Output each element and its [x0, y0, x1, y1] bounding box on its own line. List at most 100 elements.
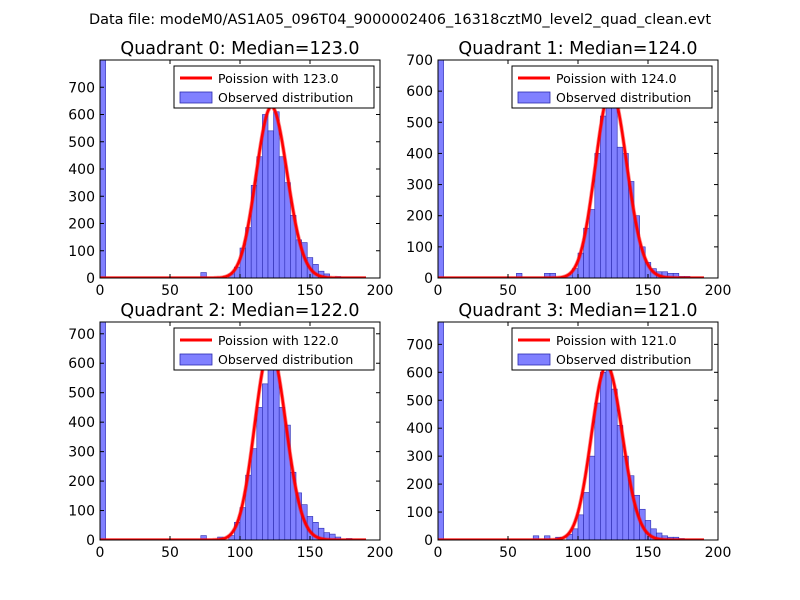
poisson-fit: [100, 104, 367, 278]
histogram-bar: [611, 87, 618, 278]
legend-bar-swatch: [517, 353, 551, 366]
y-tick-label: 400: [406, 421, 433, 437]
x-tick-label: 50: [499, 545, 517, 561]
legend-bar-swatch: [517, 91, 551, 104]
x-tick-label: 0: [434, 545, 443, 561]
poisson-fit: [100, 345, 367, 540]
y-tick-label: 700: [406, 53, 433, 69]
histogram-bar: [588, 455, 596, 540]
x-tick-label: 200: [705, 283, 732, 299]
chart-quadrant-2: Quadrant 2: Median=122.0 0 50 100 150 200 0 100…: [68, 301, 393, 561]
histogram-bar: [588, 209, 596, 278]
histogram-bar: [273, 365, 280, 540]
x-tick-label: 200: [367, 545, 394, 561]
histogram-bar: [583, 492, 590, 540]
legend: Poission with 122.0 Observed distribution: [173, 327, 375, 371]
x-tick-label: 200: [705, 545, 732, 561]
y-tick-label: 300: [406, 178, 433, 194]
legend: Poission with 124.0 Observed distribution: [511, 65, 713, 109]
y-tick-label: 400: [68, 415, 95, 431]
y-tick-label: 400: [406, 146, 433, 162]
y-tick-label: 100: [406, 240, 433, 256]
x-tick-label: 0: [96, 545, 105, 561]
chart-quadrant-3: Quadrant 3: Median=121.0 0 50 100 150 200 0 100…: [406, 301, 731, 561]
y-tick-label: 300: [406, 449, 433, 465]
x-tick-label: 100: [227, 283, 254, 299]
chart-title: Quadrant 2: Median=122.0: [120, 301, 359, 321]
legend-observed-label: Observed distribution: [218, 352, 353, 367]
x-tick-label: 100: [565, 283, 592, 299]
poisson-line: [100, 346, 366, 540]
x-tick-label: 50: [161, 283, 179, 299]
histogram-bar: [572, 528, 579, 540]
histogram-bar: [100, 322, 106, 540]
y-tick-label: 200: [406, 477, 433, 493]
histogram-bar: [438, 322, 444, 540]
x-tick-label: 0: [434, 283, 443, 299]
legend-observed-label: Observed distribution: [556, 90, 691, 105]
y-tick-label: 200: [68, 474, 95, 490]
histogram-bar: [262, 383, 269, 540]
y-tick-label: 100: [68, 504, 95, 520]
histogram-bar: [273, 111, 280, 278]
histogram-bar: [611, 388, 618, 540]
histogram-bar: [267, 357, 274, 540]
figure-title: Data file: modeM0/AS1A05_096T04_90000024…: [89, 12, 711, 28]
legend-poisson-label: Poission with 124.0: [556, 71, 677, 86]
y-tick-label: 600: [406, 84, 433, 100]
y-tick-label: 600: [68, 356, 95, 372]
poisson-line: [100, 105, 366, 278]
histogram-bar: [256, 407, 263, 540]
chart-title: Quadrant 0: Median=123.0: [120, 39, 359, 59]
x-tick-label: 150: [297, 283, 324, 299]
y-tick-label: 700: [68, 80, 95, 96]
x-tick-label: 50: [499, 283, 517, 299]
y-tick-label: 400: [68, 162, 95, 178]
histogram-bar: [605, 363, 612, 540]
x-tick-label: 100: [227, 545, 254, 561]
histogram-bar: [594, 402, 601, 540]
x-tick-label: 100: [565, 545, 592, 561]
histogram-bar: [250, 448, 258, 540]
legend-bar-swatch: [179, 353, 213, 366]
histogram-bar: [600, 115, 607, 278]
y-tick-label: 700: [406, 337, 433, 353]
chart-quadrant-0: Quadrant 0: Median=123.0 0 50 100 150 200 0 100…: [68, 39, 393, 299]
x-tick-label: 0: [96, 283, 105, 299]
legend-observed-label: Observed distribution: [556, 352, 691, 367]
histogram-bar: [267, 130, 274, 278]
y-tick-label: 300: [68, 445, 95, 461]
poisson-fit: [438, 88, 705, 278]
y-tick-label: 500: [406, 393, 433, 409]
y-tick-label: 200: [406, 209, 433, 225]
x-tick-label: 50: [161, 545, 179, 561]
x-tick-label: 150: [635, 283, 662, 299]
histogram-bar: [438, 60, 444, 278]
legend-poisson-label: Poission with 123.0: [218, 71, 339, 86]
chart-title: Quadrant 3: Median=121.0: [458, 301, 697, 321]
y-tick-label: 600: [68, 108, 95, 124]
x-tick-label: 150: [297, 545, 324, 561]
y-tick-label: 0: [424, 533, 433, 549]
chart-quadrant-1: Quadrant 1: Median=124.0 0 50 100 150 200 0 100…: [406, 39, 731, 299]
y-tick-label: 100: [68, 244, 95, 260]
y-tick-label: 200: [68, 217, 95, 233]
histogram-bar: [278, 407, 286, 540]
poisson-fit: [438, 363, 705, 540]
histogram-bar: [200, 535, 207, 540]
legend-poisson-label: Poission with 122.0: [218, 333, 339, 348]
y-tick-label: 700: [68, 327, 95, 343]
y-tick-label: 600: [406, 365, 433, 381]
chart-title: Quadrant 1: Median=124.0: [458, 39, 697, 59]
y-tick-label: 0: [424, 271, 433, 287]
y-tick-label: 500: [406, 115, 433, 131]
histogram-bar: [577, 514, 584, 540]
panels: Quadrant 0: Median=123.0 0 50 100 150 200 0 100…: [68, 39, 731, 561]
histogram-bar: [616, 146, 624, 278]
x-tick-label: 200: [367, 283, 394, 299]
histogram-bar: [278, 156, 286, 278]
y-tick-label: 0: [86, 271, 95, 287]
y-tick-label: 300: [68, 189, 95, 205]
y-tick-label: 500: [68, 386, 95, 402]
